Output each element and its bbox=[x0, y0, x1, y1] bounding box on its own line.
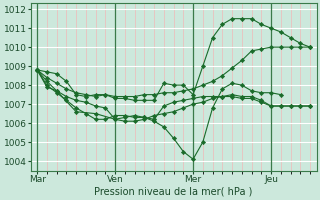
X-axis label: Pression niveau de la mer( hPa ): Pression niveau de la mer( hPa ) bbox=[94, 187, 253, 197]
